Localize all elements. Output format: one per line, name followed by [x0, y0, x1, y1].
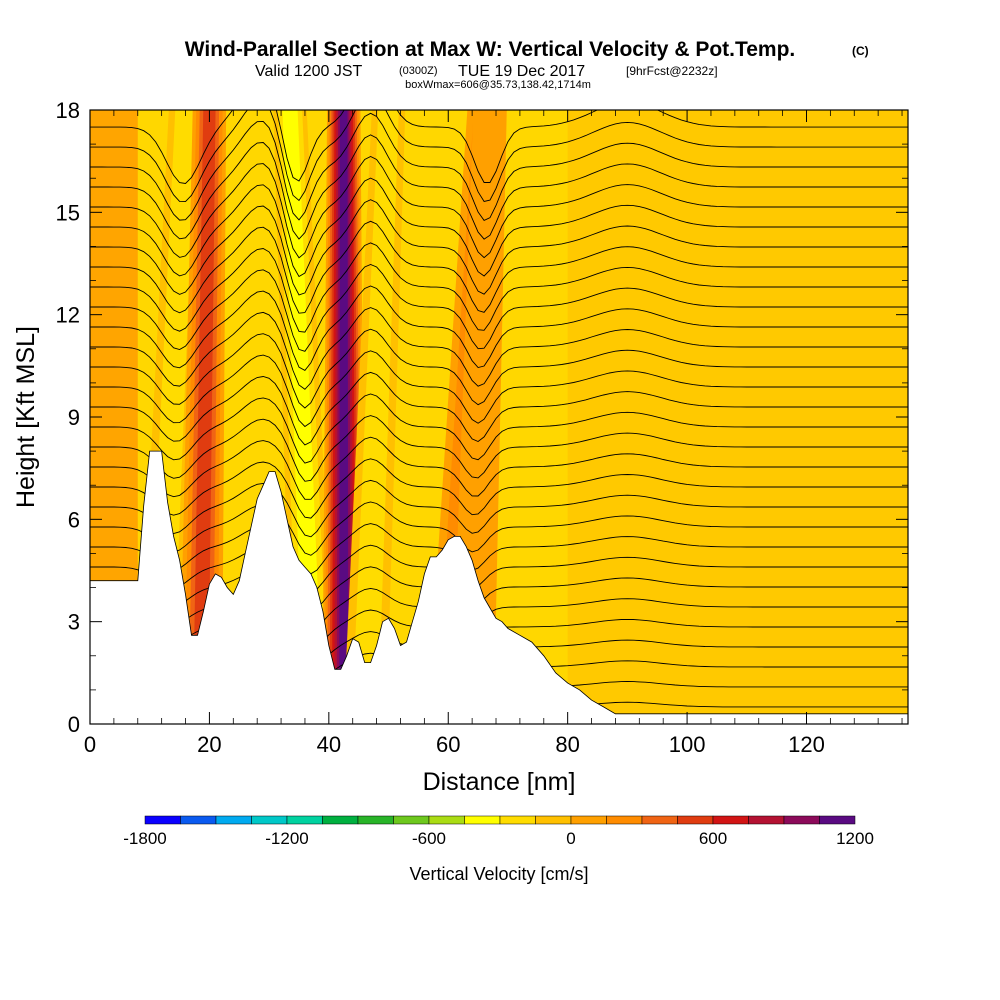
theta-contour [90, 177, 908, 278]
region-weak-right [567, 110, 908, 724]
colorbar-swatch [286, 815, 323, 825]
theta-contour [90, 199, 908, 296]
y-tick-label: 0 [68, 712, 80, 737]
theta-contour [90, 110, 908, 184]
y-tick-label: 3 [68, 610, 80, 635]
theta-contour [90, 155, 908, 259]
theta-contour [90, 328, 908, 409]
colorbar-swatch [144, 815, 181, 825]
colorbar-swatch [215, 815, 252, 825]
x-tick-label: 0 [84, 732, 96, 757]
y-tick-label: 15 [56, 200, 80, 225]
y-tick-label: 18 [56, 98, 80, 123]
theta-contour [90, 479, 908, 538]
velocity-band [339, 110, 349, 724]
valid-date: TUE 19 Dec 2017 [458, 63, 585, 80]
chart-title: Wind-Parallel Section at Max W: Vertical… [185, 38, 796, 61]
y-tick-label: 12 [56, 303, 80, 328]
box-wmax-info: boxWmax=606@35.73,138.42,1714m [405, 79, 591, 91]
colorbar-tick-label: -1200 [265, 829, 308, 848]
colorbar-swatch [748, 815, 785, 825]
y-tick-label: 6 [68, 507, 80, 532]
terrain-profile [90, 450, 908, 724]
theta-contour [90, 458, 908, 519]
theta-contour [90, 415, 908, 482]
theta-contour [90, 220, 908, 314]
terrain-layer [90, 450, 908, 724]
colorbar-title: Vertical Velocity [cm/s] [409, 864, 588, 884]
colorbar-tick-label: 0 [566, 829, 575, 848]
colorbar-tick-label: -1800 [123, 829, 166, 848]
theta-contour [90, 134, 908, 240]
theta-contour [90, 112, 908, 221]
colorbar-swatch [535, 815, 572, 825]
theta-contour [90, 242, 908, 333]
copyright-mark: (C) [852, 44, 869, 58]
colorbar-swatch [570, 815, 607, 825]
x-tick-label: 100 [669, 732, 706, 757]
theta-contour [90, 264, 908, 352]
colorbar-swatch [712, 815, 749, 825]
x-tick-label: 20 [197, 732, 221, 757]
colorbar-tick-label: 1200 [836, 829, 874, 848]
colorbar-swatch [251, 815, 288, 825]
theta-contour [90, 110, 908, 203]
colorbar-swatch [641, 815, 678, 825]
valid-time-prefix: Valid 1200 JST [255, 63, 363, 80]
theta-contour [90, 501, 908, 556]
theta-contour [90, 371, 908, 446]
colorbar-swatch [464, 815, 501, 825]
colorbar-swatch [783, 815, 820, 825]
theta-contour [90, 544, 908, 593]
region-orange-left [90, 110, 138, 588]
colorbar-swatch [606, 815, 643, 825]
colorbar-swatch [428, 815, 465, 825]
x-tick-label: 60 [436, 732, 460, 757]
theta-contour [90, 307, 908, 390]
colorbar-swatch [819, 815, 856, 825]
colorbar-swatch [322, 815, 359, 825]
y-tick-label: 9 [68, 405, 80, 430]
plot-area [90, 110, 908, 724]
colorbar-tick-label: 600 [699, 829, 727, 848]
theta-contour [90, 566, 908, 611]
y-axis-title: Height [Kft MSL] [12, 326, 40, 508]
theta-contour [90, 523, 908, 575]
colorbar-swatch [357, 815, 394, 825]
theta-contour [90, 436, 908, 500]
theta-contour [90, 393, 908, 464]
x-tick-label: 80 [555, 732, 579, 757]
colorbar-swatch [499, 815, 536, 825]
theta-contour [90, 285, 908, 371]
velocity-band [192, 110, 216, 724]
x-axis-title: Distance [nm] [423, 768, 576, 796]
valid-time-utc: (0300Z) [399, 65, 438, 77]
x-tick-label: 120 [788, 732, 825, 757]
theta-contour [90, 350, 908, 428]
colorbar-tick-label: -600 [412, 829, 446, 848]
colorbar: -1800 -1200 -600 0 600 1200 [123, 815, 874, 848]
axes-layer: 0 20 40 60 80 100 120 0 3 6 9 12 15 18 [56, 98, 908, 757]
colorbar-swatch [180, 815, 217, 825]
forecast-info: [9hrFcst@2232z] [626, 64, 718, 78]
colorbar-swatch [677, 815, 714, 825]
x-tick-label: 40 [317, 732, 341, 757]
colorbar-swatch [393, 815, 430, 825]
